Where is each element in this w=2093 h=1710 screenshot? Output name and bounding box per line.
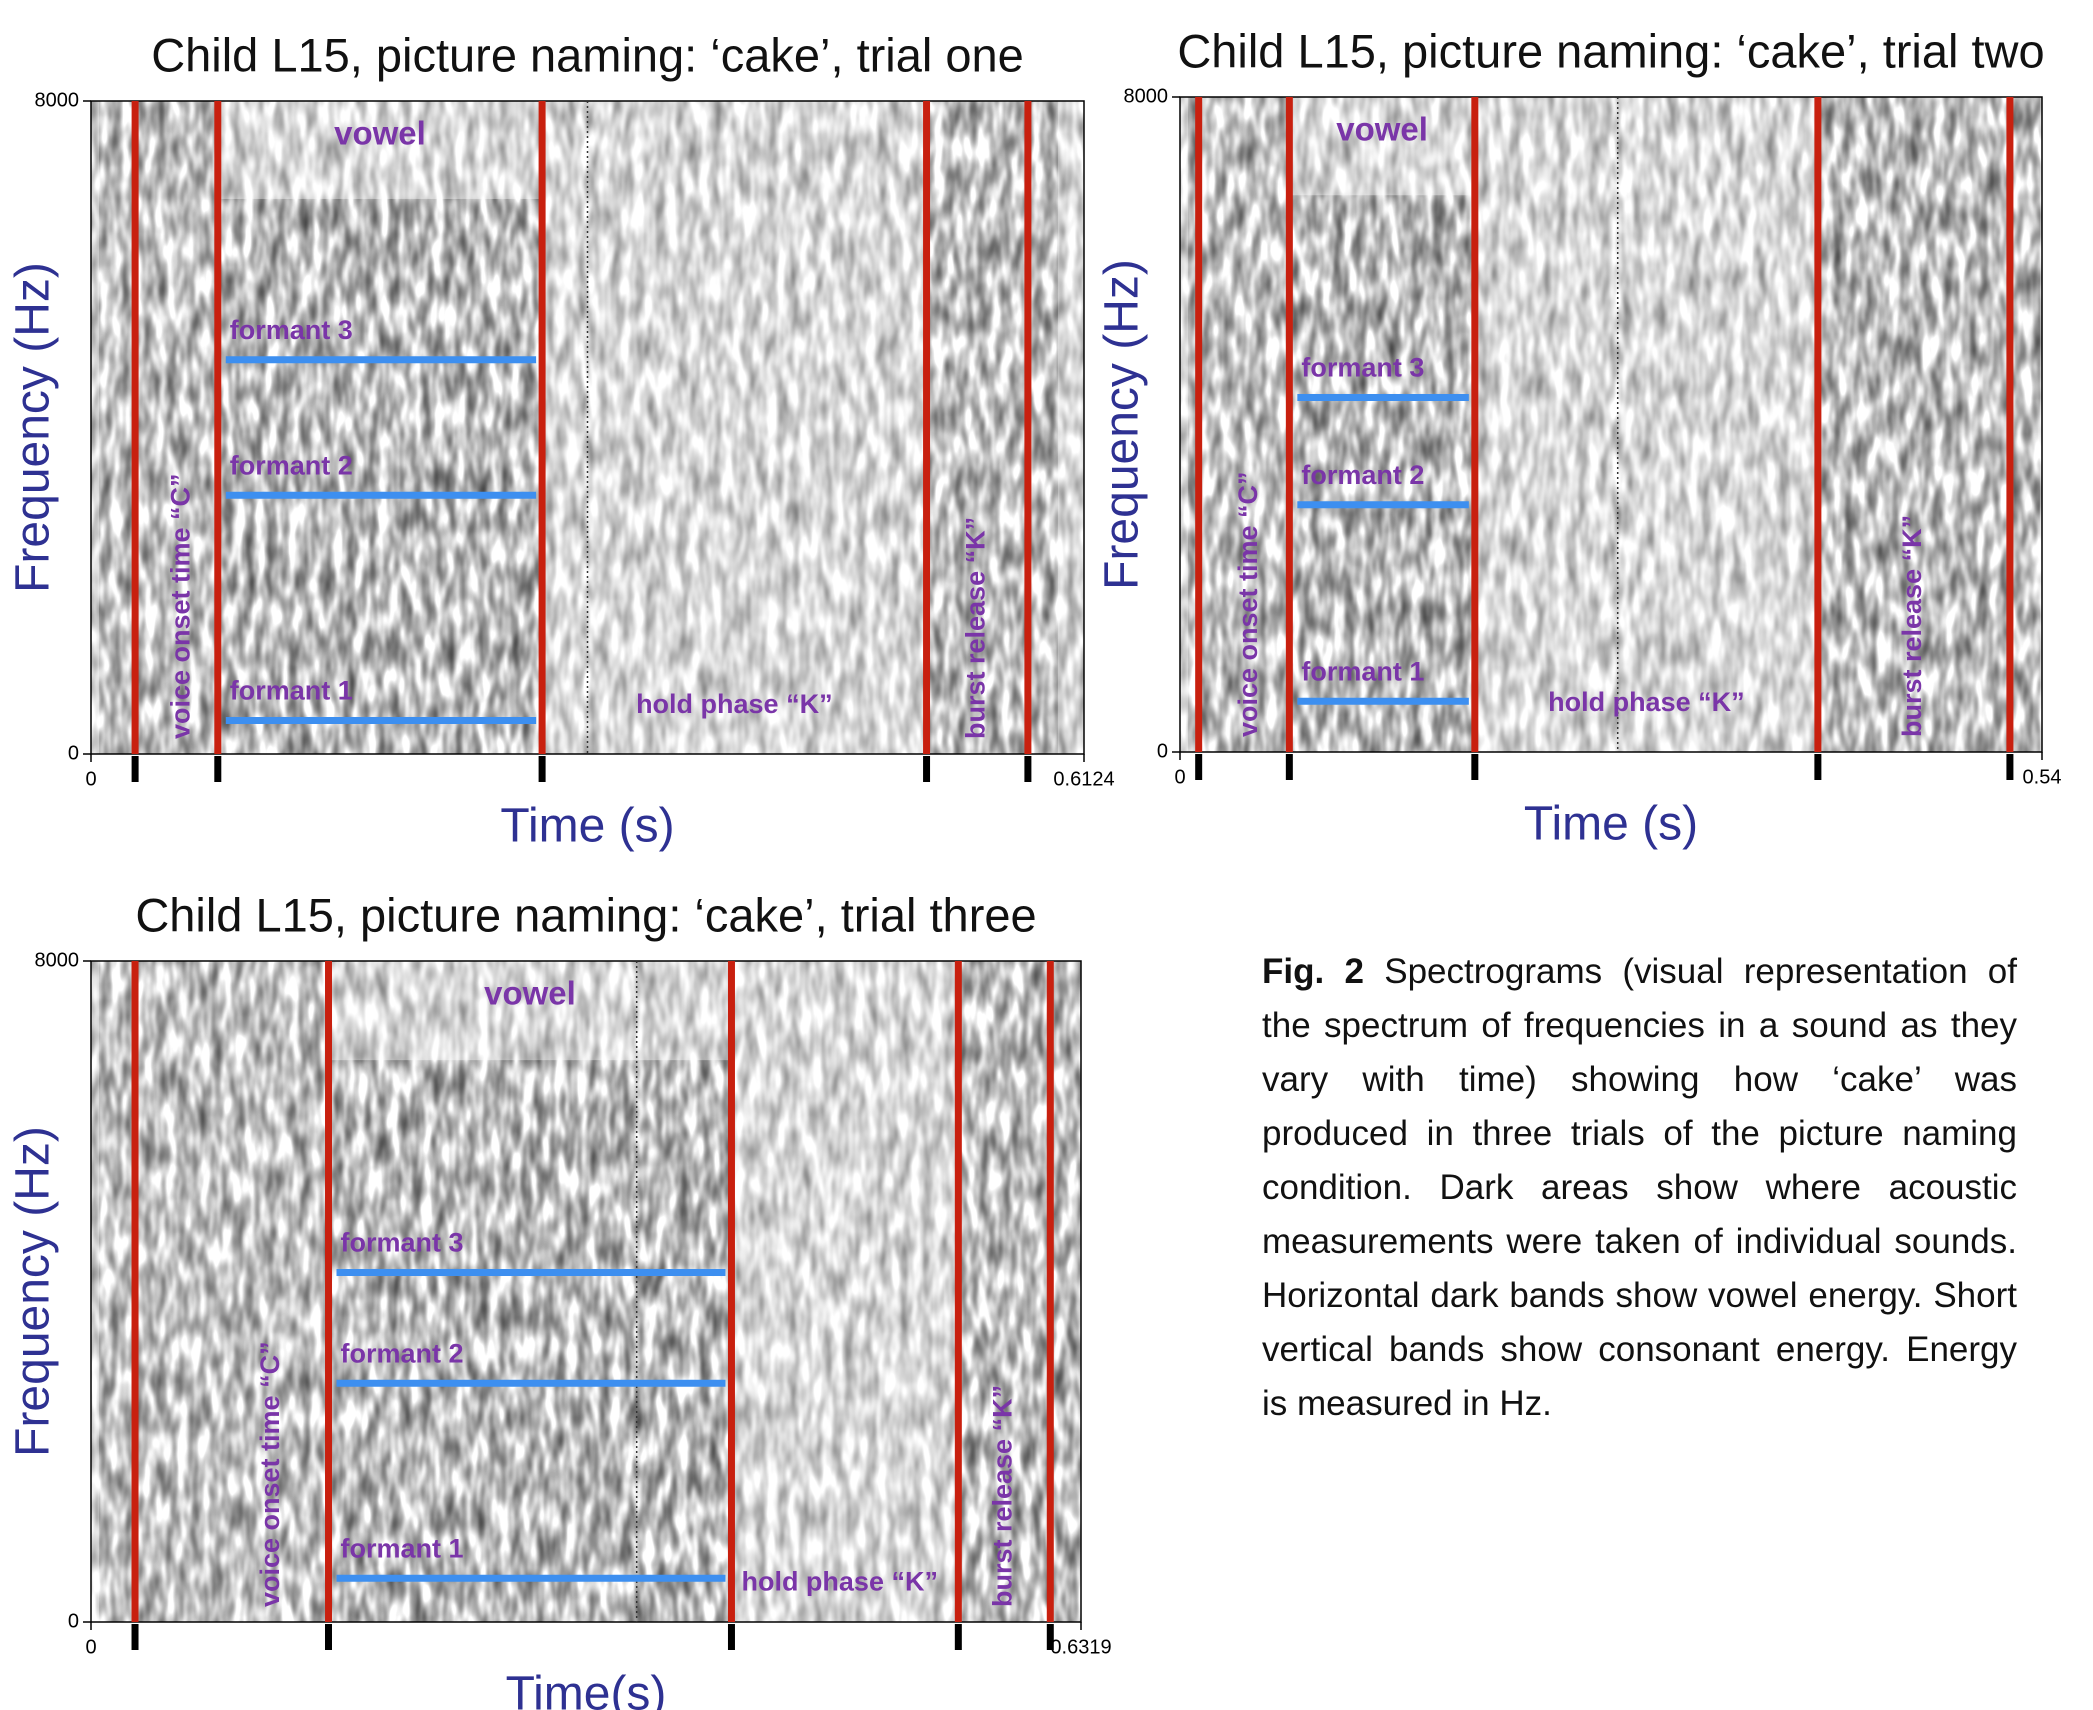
- plot-frame: [1179, 96, 2043, 753]
- chart-title: Child L15, picture naming: ‘cake’, trial…: [1177, 24, 2044, 77]
- y-axis-label: Frequency (Hz): [7, 262, 60, 593]
- formant-label: formant 1: [1301, 656, 1424, 686]
- x-tick-label: 0: [85, 1636, 96, 1658]
- x-tick-label: 0.54: [2023, 766, 2062, 788]
- consonant-energy: [1188, 97, 1290, 752]
- formant-label: formant 3: [341, 1228, 464, 1258]
- y-tick-label: 8000: [35, 89, 80, 111]
- caption-label: Fig. 2: [1262, 952, 1364, 991]
- formant-label: formant 1: [341, 1533, 464, 1563]
- y-axis-label: Frequency (Hz): [7, 1126, 60, 1457]
- y-tick-label: 8000: [1124, 85, 1169, 107]
- x-axis-label: Time(s): [506, 1668, 667, 1710]
- burst-label: burst release “K”: [960, 517, 990, 739]
- chart-title: Child L15, picture naming: ‘cake’, trial…: [135, 888, 1036, 941]
- vowel-label: vowel: [484, 975, 576, 1012]
- y-tick-label: 0: [68, 1610, 79, 1632]
- vowel-energy: [217, 198, 543, 754]
- x-tick-label: 0: [85, 768, 96, 790]
- chart-title: Child L15, picture naming: ‘cake’, trial…: [151, 28, 1024, 81]
- formant-label: formant 1: [230, 676, 353, 706]
- vowel-energy: [1289, 195, 1475, 752]
- burst-label: burst release “K”: [1897, 515, 1927, 737]
- burst-energy: [958, 961, 1081, 1622]
- burst-label: burst release “K”: [987, 1385, 1017, 1607]
- formant-label: formant 3: [230, 315, 353, 345]
- vot-label: voice onset time “C”: [166, 473, 196, 739]
- hold-phase-label: hold phase “K”: [1548, 687, 1745, 717]
- formant-label: formant 2: [341, 1338, 464, 1368]
- hold-phase-label: hold phase “K”: [741, 1566, 938, 1596]
- y-tick-label: 8000: [35, 949, 80, 971]
- x-tick-label: 0.6124: [1053, 768, 1114, 790]
- burst-energy: [926, 101, 1058, 754]
- formant-label: formant 3: [1301, 353, 1424, 383]
- vot-label: voice onset time “C”: [255, 1341, 285, 1607]
- vowel-energy: [328, 1060, 732, 1622]
- vowel-label: vowel: [1336, 111, 1428, 148]
- vowel-label: vowel: [334, 115, 426, 152]
- x-tick-label: 0.6319: [1050, 1636, 1111, 1658]
- consonant-energy: [99, 101, 218, 754]
- hold-phase-label: hold phase “K”: [636, 689, 833, 719]
- x-axis-label: Time (s): [500, 800, 674, 853]
- figure-caption: Fig. 2 Spectrograms (visual represen­tat…: [1262, 945, 2017, 1431]
- caption-text: Spectrograms (visual represen­tation of …: [1262, 952, 2017, 1423]
- vot-label: voice onset time “C”: [1233, 471, 1263, 737]
- y-tick-label: 0: [1157, 740, 1168, 762]
- y-tick-label: 0: [68, 742, 79, 764]
- plot-frame: [90, 960, 1082, 1623]
- x-axis-label: Time (s): [1524, 798, 1698, 851]
- y-axis-label: Frequency (Hz): [1096, 259, 1149, 590]
- burst-energy: [1817, 97, 2040, 752]
- x-tick-label: 0: [1174, 766, 1185, 788]
- formant-label: formant 2: [1301, 460, 1424, 490]
- formant-label: formant 2: [230, 450, 353, 480]
